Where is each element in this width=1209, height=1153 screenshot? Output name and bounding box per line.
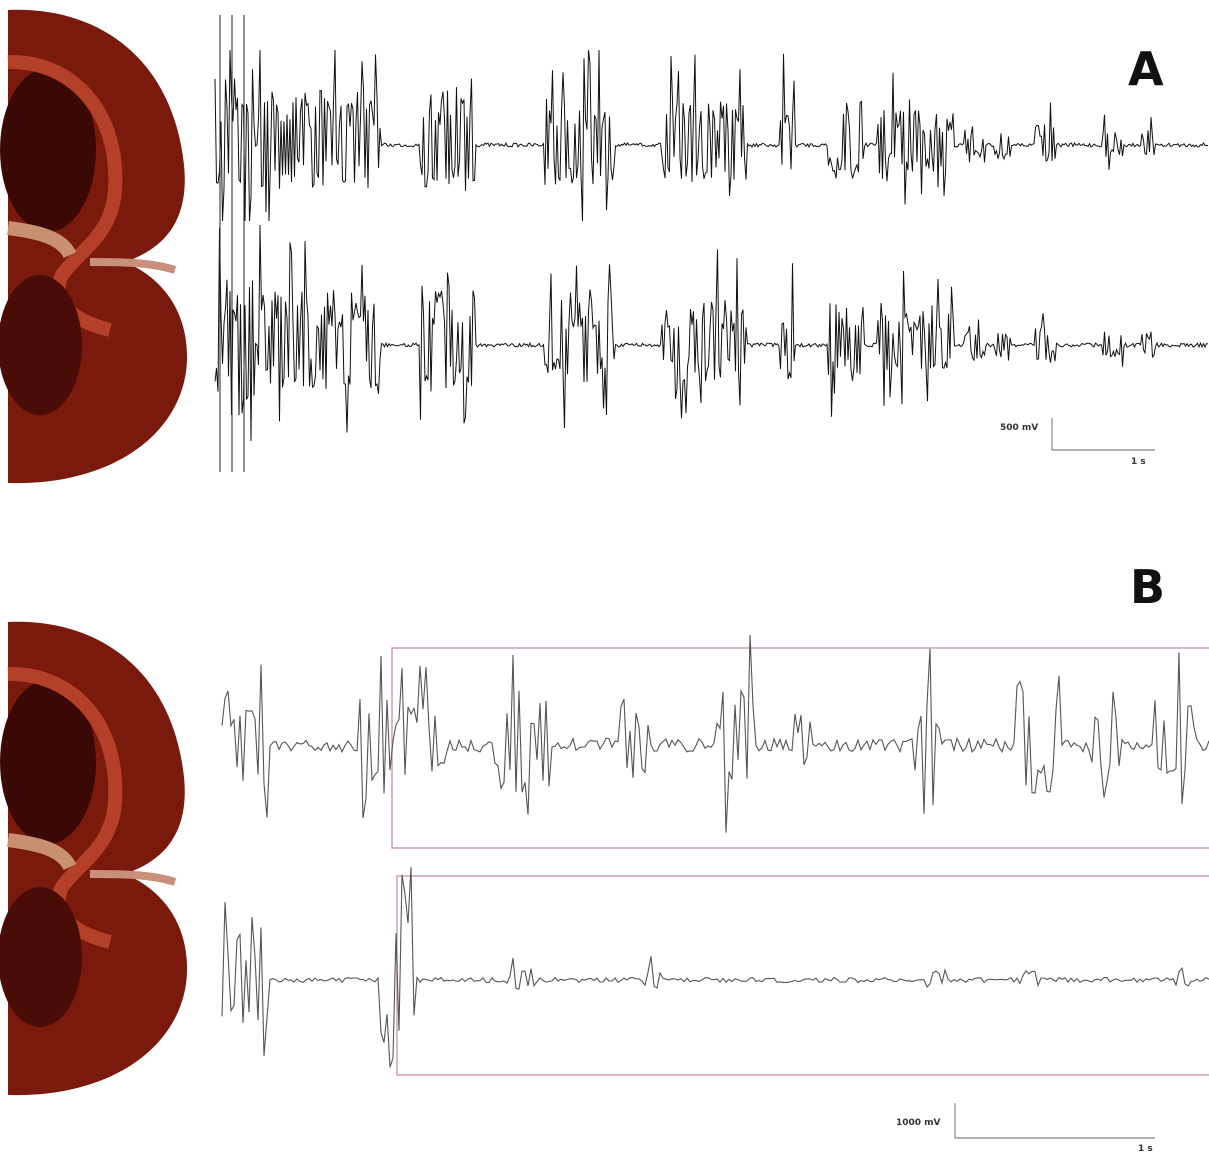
eeg-trace [222, 635, 1209, 833]
brain-slice [0, 10, 187, 483]
scale-time: 1 s [1138, 1144, 1153, 1153]
eeg-trace [222, 867, 1209, 1067]
panel-label: B [1130, 560, 1165, 614]
scale-bar [955, 418, 1155, 1138]
panel-label: A [1128, 42, 1164, 96]
highlight-box [397, 876, 1209, 1075]
eeg-trace [215, 50, 1208, 221]
brain-slice [0, 622, 187, 1095]
scale-amplitude: 500 mV [1000, 423, 1038, 433]
eeg-trace [215, 225, 1208, 441]
scale-time: 1 s [1131, 457, 1146, 467]
traces [215, 15, 1209, 1067]
scale-amplitude: 1000 mV [896, 1118, 941, 1128]
figure: A B 500 mV 1 s 1000 mV 1 s [0, 0, 1209, 1153]
